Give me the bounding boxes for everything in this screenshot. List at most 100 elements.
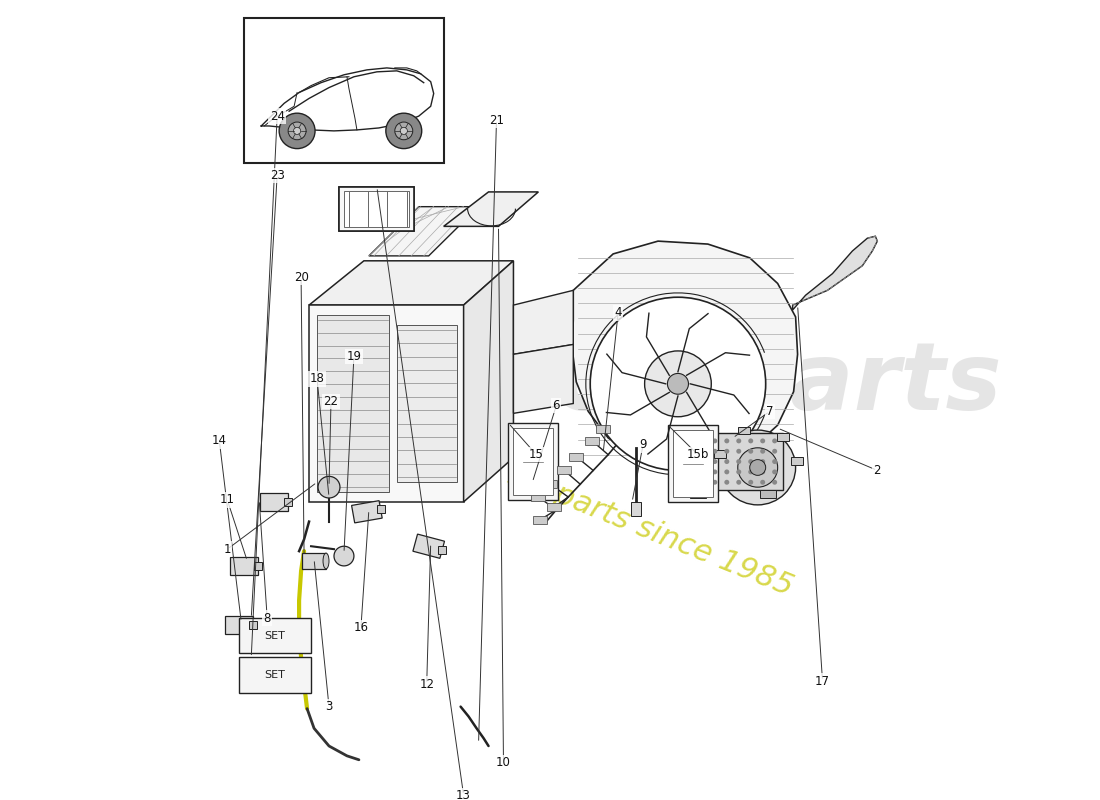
- Bar: [631, 502, 641, 516]
- Circle shape: [689, 470, 693, 474]
- Circle shape: [724, 449, 729, 454]
- Bar: [585, 437, 600, 445]
- Text: 9: 9: [639, 438, 647, 451]
- Circle shape: [689, 480, 693, 485]
- Bar: [673, 430, 713, 497]
- Text: 16: 16: [353, 622, 369, 634]
- Circle shape: [713, 449, 717, 454]
- Polygon shape: [339, 187, 414, 231]
- Bar: [690, 490, 706, 498]
- Polygon shape: [572, 241, 798, 465]
- Text: 22: 22: [323, 395, 339, 408]
- Polygon shape: [443, 192, 538, 226]
- Circle shape: [288, 122, 306, 140]
- Text: 18: 18: [309, 373, 324, 386]
- Text: 8: 8: [264, 611, 271, 625]
- Bar: [302, 553, 326, 569]
- Circle shape: [724, 470, 729, 474]
- Circle shape: [713, 459, 717, 464]
- Bar: [438, 546, 447, 554]
- Text: 23: 23: [270, 169, 285, 182]
- Circle shape: [750, 460, 766, 475]
- Polygon shape: [226, 616, 253, 634]
- Bar: [548, 503, 561, 510]
- Bar: [683, 433, 782, 490]
- Text: 24: 24: [270, 110, 285, 122]
- Polygon shape: [793, 236, 878, 310]
- Circle shape: [689, 459, 693, 464]
- Circle shape: [668, 374, 689, 394]
- Circle shape: [395, 122, 412, 140]
- Circle shape: [701, 438, 705, 443]
- Circle shape: [748, 459, 754, 464]
- Text: 3: 3: [326, 700, 332, 713]
- Bar: [534, 516, 548, 523]
- Polygon shape: [309, 261, 514, 305]
- Circle shape: [400, 127, 407, 134]
- Circle shape: [736, 459, 741, 464]
- Polygon shape: [344, 191, 409, 227]
- Polygon shape: [317, 315, 388, 492]
- Text: 4: 4: [615, 306, 622, 319]
- Bar: [240, 618, 311, 654]
- Bar: [250, 621, 257, 629]
- Polygon shape: [309, 305, 463, 502]
- Circle shape: [689, 438, 693, 443]
- Bar: [791, 457, 803, 465]
- Bar: [596, 425, 611, 433]
- Text: 19: 19: [346, 350, 362, 362]
- Circle shape: [713, 470, 717, 474]
- Polygon shape: [261, 68, 433, 131]
- Circle shape: [748, 438, 754, 443]
- Circle shape: [713, 438, 717, 443]
- Circle shape: [748, 470, 754, 474]
- Text: 14: 14: [212, 434, 227, 447]
- Circle shape: [772, 470, 778, 474]
- Circle shape: [772, 480, 778, 485]
- Circle shape: [724, 438, 729, 443]
- Circle shape: [736, 449, 741, 454]
- Bar: [514, 428, 553, 495]
- Circle shape: [748, 480, 754, 485]
- Text: 1: 1: [223, 542, 231, 556]
- Bar: [738, 426, 750, 434]
- Bar: [558, 466, 571, 474]
- Polygon shape: [514, 345, 573, 414]
- Text: 6: 6: [552, 399, 560, 412]
- Circle shape: [736, 438, 741, 443]
- Bar: [254, 562, 262, 570]
- Text: eurocarparts: eurocarparts: [314, 338, 1002, 430]
- Circle shape: [591, 298, 766, 470]
- Circle shape: [701, 449, 705, 454]
- Circle shape: [760, 449, 766, 454]
- Text: 13: 13: [456, 789, 471, 800]
- Polygon shape: [368, 206, 478, 256]
- Text: 7: 7: [766, 405, 773, 418]
- Bar: [570, 453, 583, 461]
- Text: 17: 17: [815, 674, 830, 687]
- Bar: [284, 498, 293, 506]
- Polygon shape: [514, 290, 573, 354]
- Text: SET: SET: [265, 630, 286, 641]
- Text: 2: 2: [873, 464, 881, 477]
- Polygon shape: [230, 557, 258, 574]
- Circle shape: [645, 351, 712, 417]
- Circle shape: [701, 470, 705, 474]
- Circle shape: [760, 438, 766, 443]
- Text: 21: 21: [490, 114, 504, 126]
- Text: a passion for parts since 1985: a passion for parts since 1985: [359, 402, 798, 602]
- Circle shape: [760, 470, 766, 474]
- Circle shape: [736, 480, 741, 485]
- Circle shape: [386, 113, 421, 149]
- Text: 15: 15: [529, 448, 543, 461]
- Polygon shape: [397, 325, 456, 482]
- Circle shape: [713, 480, 717, 485]
- Circle shape: [736, 470, 741, 474]
- Ellipse shape: [323, 553, 329, 569]
- Circle shape: [772, 459, 778, 464]
- Bar: [531, 493, 546, 501]
- Circle shape: [772, 438, 778, 443]
- Circle shape: [772, 449, 778, 454]
- Text: 20: 20: [294, 271, 308, 284]
- Circle shape: [724, 480, 729, 485]
